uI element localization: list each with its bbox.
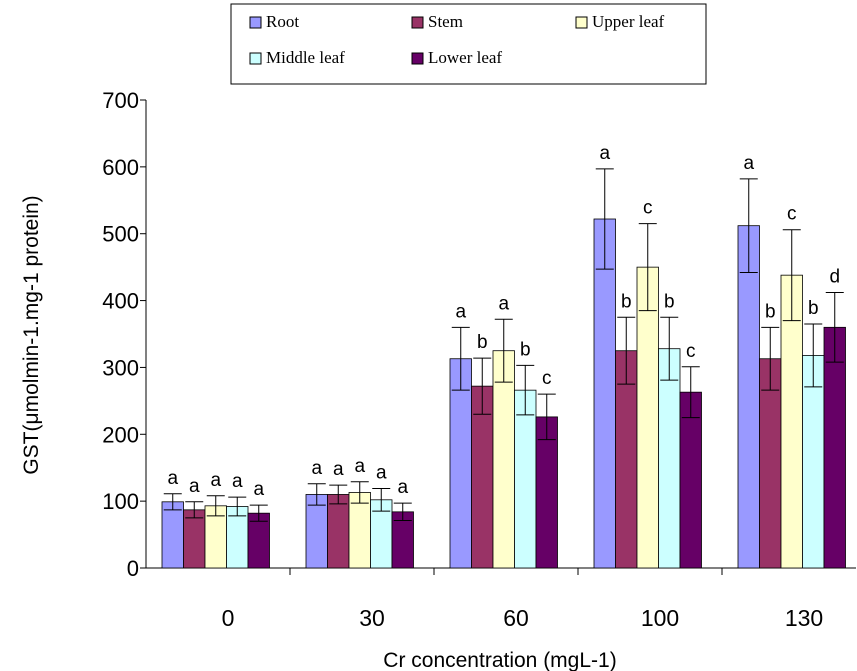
legend-swatch	[249, 52, 262, 65]
legend-label: Middle leaf	[266, 48, 345, 67]
significance-label: b	[664, 291, 675, 312]
bar-middle-leaf	[658, 348, 681, 569]
significance-label: b	[765, 301, 776, 322]
bar-lower-leaf	[679, 391, 702, 569]
x-axis-label: Cr concentration (mgL-1)	[383, 649, 616, 671]
y-axis-label: GST(μmolmin-1.mg-1 protein)	[20, 195, 43, 474]
bar-stem	[183, 509, 206, 569]
significance-label: a	[167, 468, 178, 489]
x-tick-label: 100	[641, 605, 679, 631]
legend-label: Upper leaf	[592, 12, 665, 31]
significance-label: a	[354, 456, 365, 477]
significance-label: a	[376, 462, 387, 483]
significance-label: b	[520, 339, 531, 360]
significance-label: c	[787, 204, 797, 225]
significance-label: a	[455, 301, 466, 322]
bar-upper-leaf	[636, 266, 659, 569]
significance-label: a	[599, 143, 610, 164]
legend-swatch	[575, 16, 588, 29]
y-tick-label: 200	[102, 422, 139, 447]
significance-label: a	[333, 459, 344, 480]
significance-label: a	[397, 477, 408, 498]
axes: 0 100 200 300 400 500 600 700 0 30 60 100 130	[102, 88, 856, 631]
significance-label: b	[621, 291, 632, 312]
significance-label: a	[210, 470, 221, 491]
legend-label: Lower leaf	[428, 48, 502, 67]
y-tick-label: 600	[102, 155, 139, 180]
bar-root	[737, 225, 760, 569]
significance-label: d	[829, 267, 840, 288]
significance-label: c	[686, 341, 696, 362]
legend-label: Root	[266, 12, 299, 31]
bar-lower-leaf	[823, 326, 846, 569]
significance-label: b	[808, 298, 819, 319]
bars	[161, 218, 846, 569]
significance-label: a	[253, 479, 264, 500]
x-tick-label: 60	[503, 605, 529, 631]
x-tick-label: 130	[785, 605, 823, 631]
bar-root	[161, 501, 184, 569]
legend-swatch	[411, 52, 424, 65]
legend-box	[230, 3, 707, 85]
significance-label: b	[477, 332, 488, 353]
significance-label: c	[643, 198, 653, 219]
significance-label: a	[498, 293, 509, 314]
bar-upper-leaf	[348, 492, 371, 569]
legend-label: Stem	[428, 12, 463, 31]
y-tick-label: 0	[127, 556, 139, 581]
legend-swatch	[411, 16, 424, 29]
significance-label: a	[743, 153, 754, 174]
error-bars	[163, 168, 844, 522]
bar-middle-leaf	[514, 389, 537, 569]
significance-label: a	[311, 458, 322, 479]
significance-label: a	[232, 471, 243, 492]
significance-label: c	[542, 368, 552, 389]
bar-root	[593, 218, 616, 569]
legend-swatch	[249, 16, 262, 29]
y-tick-label: 500	[102, 222, 139, 247]
y-tick-label: 100	[102, 489, 139, 514]
y-tick-label: 400	[102, 289, 139, 314]
x-tick-label: 30	[359, 605, 385, 631]
bar-upper-leaf	[492, 350, 515, 569]
legend: Root Stem Upper leaf Middle leaf Lower leaf	[230, 3, 707, 85]
bar-stem	[327, 494, 350, 569]
y-tick-label: 300	[102, 355, 139, 380]
y-tick-label: 700	[102, 88, 139, 113]
significance-label: a	[189, 476, 200, 497]
x-tick-label: 0	[222, 605, 235, 631]
